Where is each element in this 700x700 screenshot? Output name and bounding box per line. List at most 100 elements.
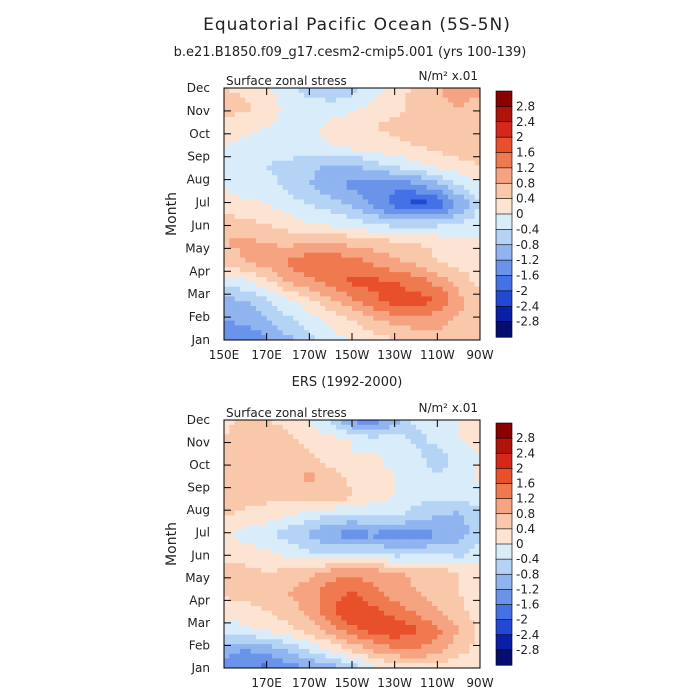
- heatmap-cell: [229, 238, 236, 244]
- heatmap-cell: [234, 146, 241, 152]
- heatmap-cell: [277, 477, 284, 483]
- heatmap-cell: [357, 477, 364, 483]
- heatmap-cell: [362, 558, 369, 564]
- heatmap-cell: [314, 553, 321, 559]
- heatmap-cell: [229, 625, 236, 631]
- heatmap-cell: [298, 112, 305, 118]
- heatmap-cell: [437, 448, 444, 454]
- heatmap-cell: [224, 247, 230, 254]
- heatmap-cell: [405, 639, 412, 645]
- heatmap-cell: [330, 529, 337, 536]
- heatmap-cell: [421, 644, 428, 650]
- heatmap-cell: [437, 97, 444, 104]
- heatmap-cell: [426, 548, 433, 555]
- heatmap-cell: [362, 596, 369, 602]
- heatmap-cell: [453, 286, 460, 293]
- heatmap-cell: [293, 281, 300, 288]
- heatmap-cell: [341, 335, 348, 340]
- heatmap-cell: [282, 335, 289, 340]
- heatmap-cell: [298, 653, 305, 660]
- heatmap-cell: [325, 477, 332, 483]
- heatmap-cell: [330, 639, 337, 645]
- heatmap-cell: [357, 610, 364, 617]
- heatmap-cell: [261, 155, 268, 162]
- heatmap-cell: [293, 620, 300, 626]
- heatmap-cell: [304, 97, 310, 104]
- heatmap-cell: [384, 281, 390, 288]
- heatmap-cell: [245, 496, 252, 502]
- heatmap-cell: [474, 252, 480, 259]
- heatmap-cell: [266, 629, 273, 636]
- heatmap-cell: [437, 539, 444, 545]
- heatmap-cell: [394, 601, 401, 607]
- heatmap-cell: [320, 501, 326, 507]
- heatmap-cell: [378, 420, 385, 426]
- heatmap-cell: [416, 563, 422, 569]
- heatmap-cell: [410, 477, 417, 483]
- heatmap-cell: [293, 467, 300, 474]
- heatmap-cell: [405, 582, 412, 588]
- heatmap-cell: [320, 92, 326, 99]
- heatmap-cell: [234, 486, 241, 493]
- heatmap-cell: [314, 539, 321, 545]
- heatmap-cell: [336, 553, 342, 559]
- heatmap-cell: [394, 252, 401, 259]
- heatmap-cell: [277, 443, 284, 450]
- heatmap-cell: [394, 228, 401, 234]
- heatmap-cell: [234, 107, 241, 113]
- heatmap-cell: [352, 233, 358, 239]
- heatmap-cell: [394, 467, 401, 474]
- heatmap-cell: [437, 462, 444, 469]
- heatmap-cell: [437, 606, 444, 612]
- heatmap-cell: [298, 325, 305, 331]
- heatmap-cell: [432, 286, 438, 293]
- heatmap-cell: [362, 629, 369, 636]
- heatmap-cell: [384, 214, 390, 220]
- heatmap-cell: [346, 97, 353, 104]
- heatmap-cell: [240, 214, 246, 220]
- heatmap-cell: [464, 146, 470, 152]
- heatmap-cell: [229, 194, 236, 201]
- heatmap-cell: [410, 126, 417, 133]
- heatmap-cell: [394, 429, 401, 435]
- heatmap-cell: [266, 238, 273, 244]
- heatmap-cell: [410, 88, 417, 94]
- heatmap-cell: [314, 160, 321, 167]
- heatmap-cell: [437, 238, 444, 244]
- heatmap-cell: [250, 458, 257, 464]
- heatmap-cell: [410, 247, 417, 254]
- heatmap-cell: [384, 572, 390, 578]
- heatmap-cell: [266, 615, 273, 621]
- heatmap-cell: [448, 170, 454, 176]
- heatmap-cell: [400, 184, 406, 191]
- heatmap-cell: [250, 330, 257, 336]
- heatmap-cell: [378, 136, 385, 142]
- heatmap-cell: [346, 165, 353, 171]
- heatmap-cell: [453, 277, 460, 283]
- heatmap-cell: [373, 625, 380, 631]
- heatmap-cell: [394, 209, 401, 215]
- heatmap-cell: [250, 477, 257, 483]
- heatmap-cell: [325, 151, 332, 157]
- heatmap-cell: [245, 553, 252, 559]
- heatmap-cell: [474, 477, 480, 483]
- heatmap-cell: [368, 184, 374, 191]
- heatmap-cell: [277, 209, 284, 215]
- heatmap-cell: [229, 180, 236, 186]
- heatmap-cell: [288, 567, 294, 574]
- heatmap-cell: [261, 548, 268, 555]
- heatmap-cell: [272, 126, 278, 133]
- heatmap-cell: [432, 586, 438, 593]
- heatmap-cell: [240, 247, 246, 254]
- heatmap-cell: [453, 510, 460, 516]
- heatmap-cell: [304, 102, 310, 108]
- heatmap-cell: [266, 252, 273, 259]
- heatmap-cell: [400, 252, 406, 259]
- heatmap-cell: [448, 629, 454, 636]
- heatmap-cell: [224, 204, 230, 210]
- heatmap-cell: [421, 591, 428, 598]
- heatmap-cell: [373, 610, 380, 617]
- heatmap-cell: [352, 586, 358, 593]
- heatmap-cell: [421, 653, 428, 660]
- heatmap-cell: [277, 320, 284, 327]
